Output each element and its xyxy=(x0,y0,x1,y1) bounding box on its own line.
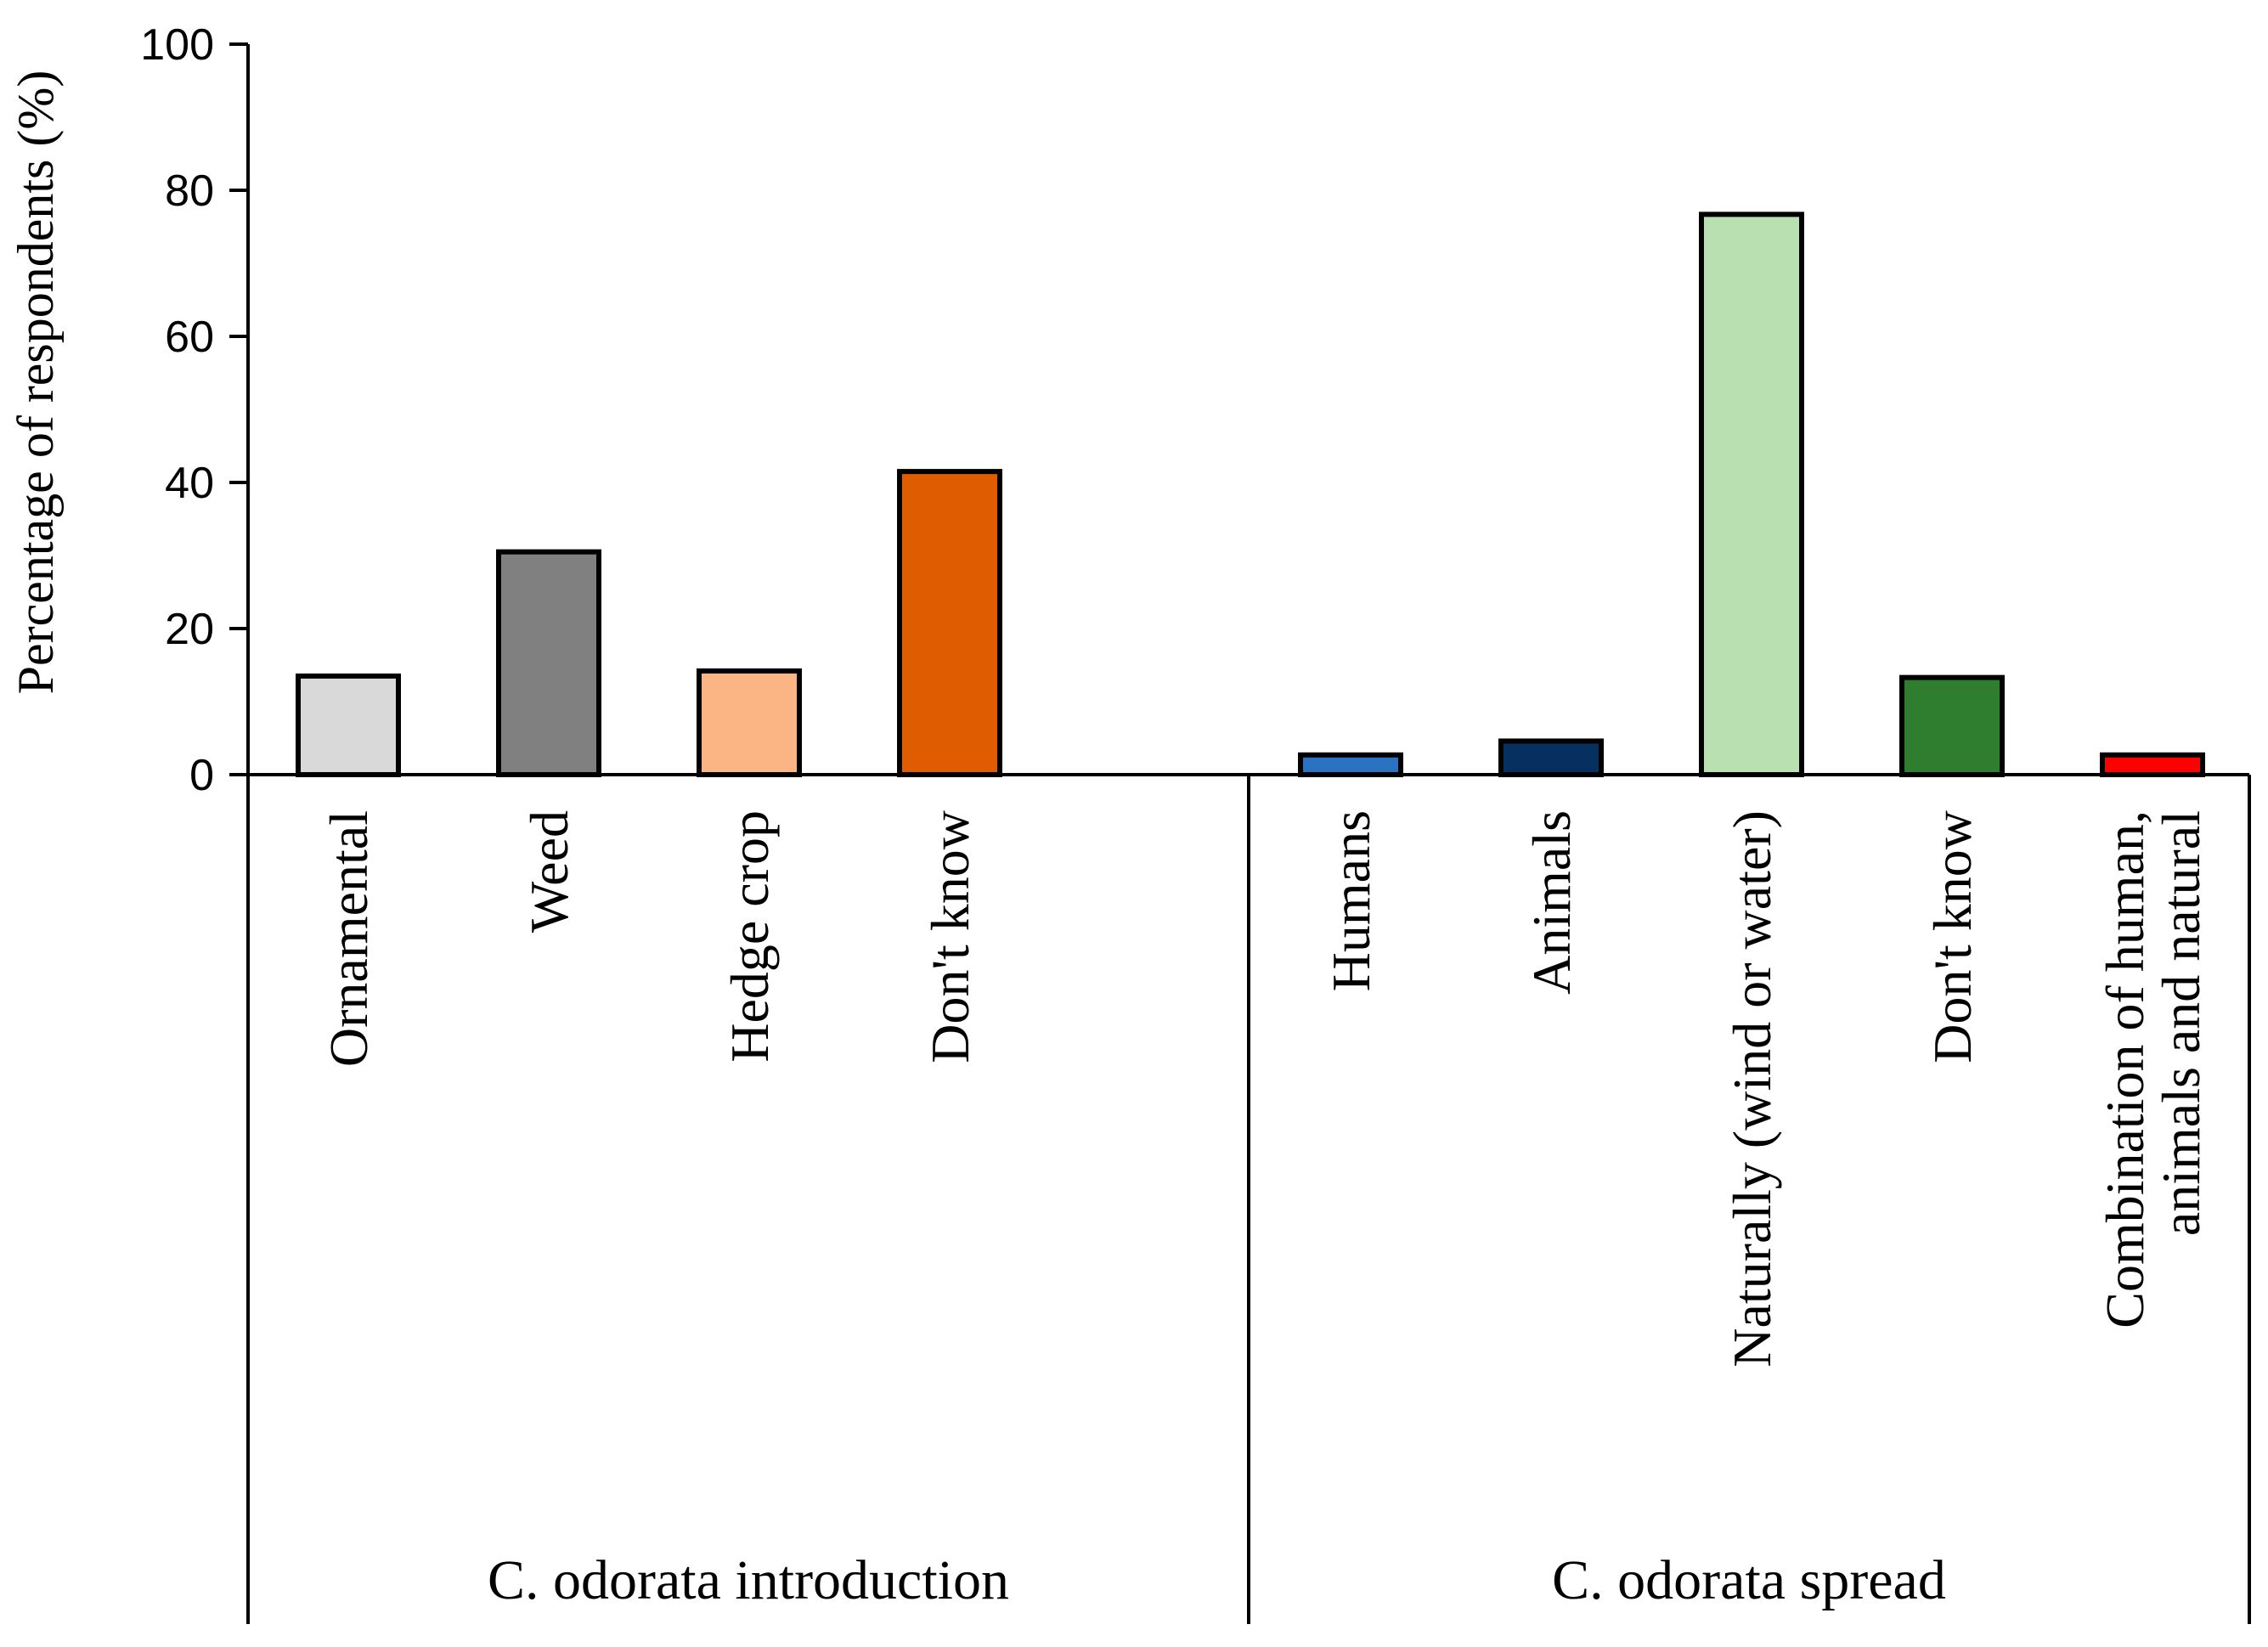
category-label: Hedge crop xyxy=(719,810,780,1063)
category-label: Animals xyxy=(1521,810,1582,995)
y-tick-label: 0 xyxy=(189,751,214,800)
bar-combination-of-human-animals-and-natural xyxy=(2100,752,2205,778)
y-tick-label: 40 xyxy=(165,459,214,508)
category-label-line: Don't know xyxy=(1922,810,1983,1063)
category-label-line: animals and natural xyxy=(2151,810,2211,1236)
bar-animals xyxy=(1498,738,1604,778)
category-label: Combination of human,animals and natural xyxy=(2095,810,2211,1328)
y-axis-ticks: 0 20 40 60 80 100 xyxy=(140,20,248,800)
category-label: Don't know xyxy=(920,810,980,1063)
y-tick-label: 60 xyxy=(165,313,214,362)
category-label-line: Humans xyxy=(1321,810,1381,991)
category-labels: Ornamental Weed Hedge crop Don't know Humans… xyxy=(319,810,2211,1368)
y-axis-label: Percentage of respondents (%) xyxy=(8,71,64,695)
group-label: C. odorata spread xyxy=(1552,1549,1946,1611)
group-label: C. odorata introduction xyxy=(488,1549,1009,1611)
category-label: Ornamental xyxy=(319,810,379,1067)
group-labels: C. odorata introduction C. odorata spread xyxy=(488,1549,1946,1611)
bar-ornamental xyxy=(296,673,401,778)
category-label: Weed xyxy=(519,810,579,933)
bar-don-t-know xyxy=(1899,674,2005,777)
bar-naturally-wind-or-water xyxy=(1699,212,1804,777)
bar-humans xyxy=(1298,752,1403,778)
bar-weed xyxy=(496,549,601,777)
y-tick-label: 80 xyxy=(165,166,214,216)
bar-don-t-know xyxy=(897,469,1002,777)
category-label-line: Naturally (wind or water) xyxy=(1722,810,1782,1368)
category-label-line: Animals xyxy=(1521,810,1582,995)
category-label-line: Combination of human, xyxy=(2095,810,2155,1328)
category-label-line: Hedge crop xyxy=(719,810,780,1063)
bar-hedge-crop xyxy=(697,668,802,778)
category-label-line: Weed xyxy=(519,810,579,933)
y-tick-label: 20 xyxy=(165,605,214,654)
category-label-line: Don't know xyxy=(920,810,980,1063)
y-tick-label: 100 xyxy=(140,20,214,70)
bars xyxy=(296,212,2205,778)
category-label: Humans xyxy=(1321,810,1381,991)
category-label-line: Ornamental xyxy=(319,810,379,1067)
category-label: Naturally (wind or water) xyxy=(1722,810,1782,1368)
category-label: Don't know xyxy=(1922,810,1983,1063)
